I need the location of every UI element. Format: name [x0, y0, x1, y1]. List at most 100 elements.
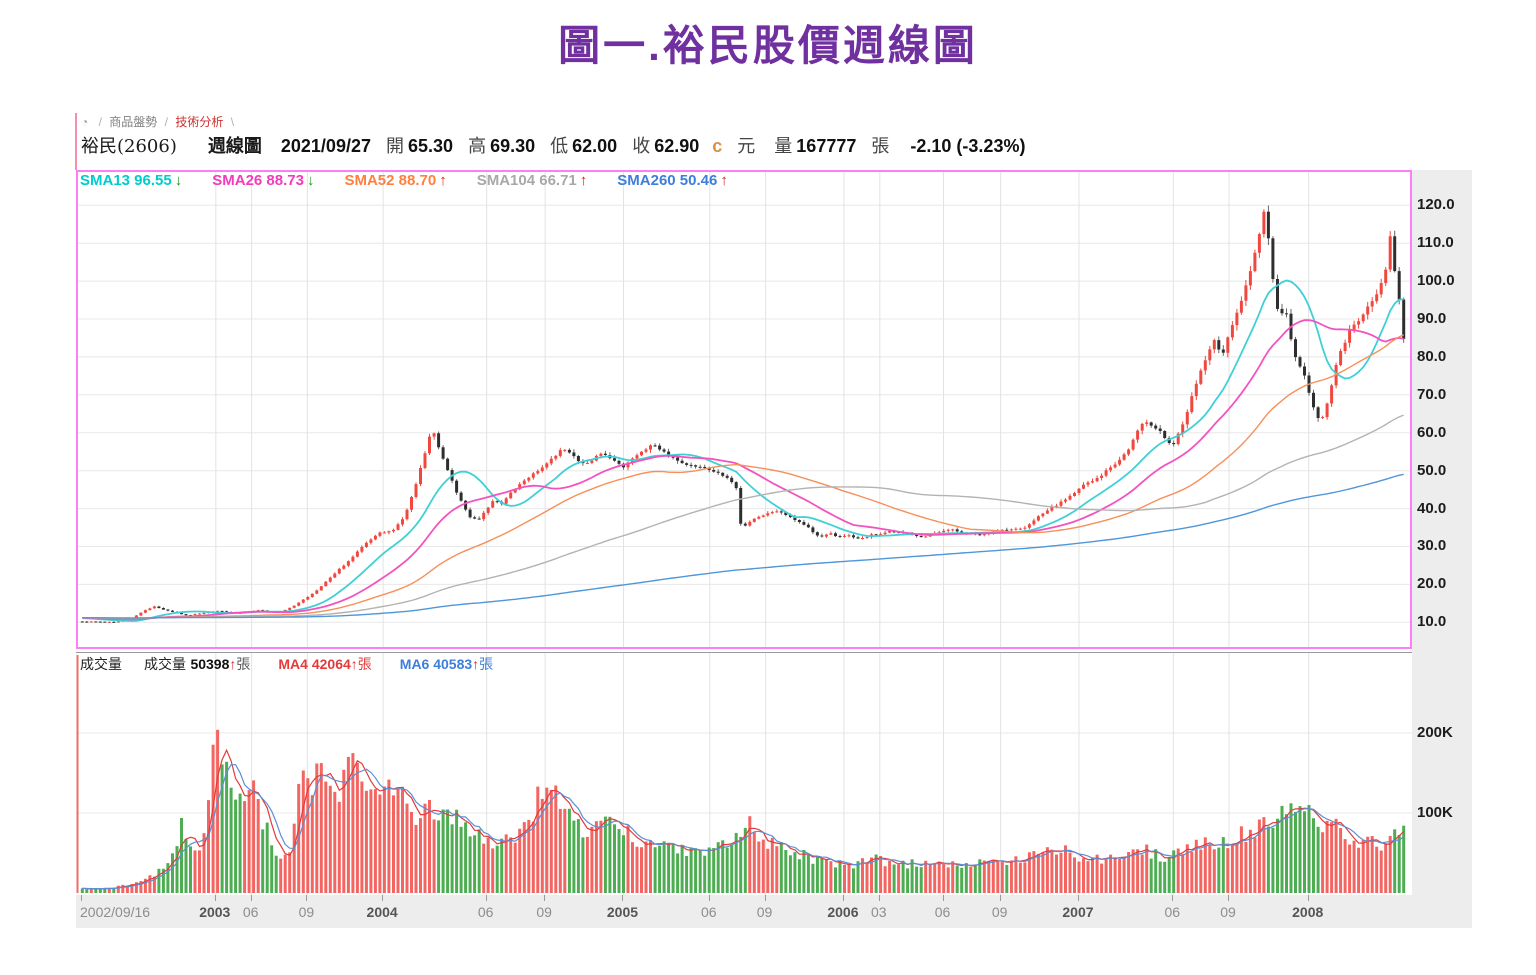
price-axis-label: 40.0 — [1417, 499, 1447, 517]
price-axis: 120.0 110.0 100.0 90.0 80.0 70.0 60.0 50.0 40.0 3… — [1412, 170, 1472, 928]
breadcrumb-icon: ◔ — [81, 115, 89, 129]
time-axis-label: 06 — [1164, 904, 1181, 920]
time-axis-tick — [214, 895, 216, 901]
volume-label: 量 — [774, 136, 793, 157]
time-axis-tick — [485, 895, 487, 901]
time-axis-label: 09 — [536, 904, 552, 920]
breadcrumb-separator: \ — [230, 115, 235, 129]
currency-unit: 元 — [737, 136, 756, 157]
high-value: 69.30 — [490, 136, 536, 156]
volume-chart — [76, 653, 1412, 895]
price-axis-label: 100.0 — [1417, 272, 1455, 290]
breadcrumb-separator: / — [98, 115, 102, 129]
time-axis-label: 2006 — [827, 904, 859, 920]
chart-period[interactable]: 週線圖 — [207, 136, 262, 157]
price-axis-label: 90.0 — [1417, 310, 1447, 328]
time-axis-label: 09 — [756, 904, 773, 920]
tab-technical-analysis[interactable]: 技術分析 — [175, 115, 224, 129]
window-left-border — [75, 113, 77, 170]
volume-legend-item: 成交量 50398↑張 — [144, 656, 251, 673]
time-axis-label: 09 — [991, 904, 1008, 920]
up-arrow-icon: ↑ — [439, 172, 447, 189]
time-axis-tick — [1077, 895, 1079, 901]
quote-date: 2021/09/27 — [280, 136, 371, 156]
time-axis-label: 06 — [242, 904, 259, 920]
time-axis-tick — [80, 895, 82, 901]
time-axis-tick — [306, 895, 308, 901]
price-axis-label: 30.0 — [1417, 537, 1447, 555]
close-label: 收 — [632, 136, 651, 157]
price-axis-label: 110.0 — [1417, 234, 1454, 252]
open-label: 開 — [386, 136, 404, 157]
time-axis-tick — [708, 895, 710, 901]
sma-legend-item: SMA260 50.46 ↑ — [617, 172, 728, 189]
price-axis-label: 60.0 — [1417, 423, 1447, 441]
breadcrumb: ◔ / 商品盤勢 / 技術分析 \ — [81, 114, 238, 130]
time-axis-tick — [544, 895, 546, 901]
time-axis-tick — [1307, 895, 1309, 901]
price-axis-label: 80.0 — [1417, 347, 1447, 365]
stock-symbol: 裕民(2606) — [81, 136, 177, 157]
chart-window: ◔ / 商品盤勢 / 技術分析 \ 裕民(2606) 週線圖 2021/09/2… — [75, 113, 1472, 930]
price-axis-label: 10.0 — [1417, 613, 1447, 631]
sma-legend-item: SMA104 66.71 ↑ — [476, 172, 588, 189]
time-axis-tick — [1228, 895, 1230, 901]
time-axis: 2002/09/16 2003 06 09 2004 06 09 2005 06 09 2006 03… — [76, 895, 1412, 928]
time-axis-label: 03 — [870, 904, 887, 920]
sma-legend-item: SMA13 96.55 ↓ — [80, 172, 183, 189]
time-axis-label: 09 — [1220, 904, 1236, 920]
volume-pane[interactable] — [76, 652, 1412, 895]
time-axis-tick — [382, 895, 384, 901]
time-axis-label: 2003 — [199, 904, 231, 920]
time-axis-label: 06 — [934, 904, 951, 920]
time-axis-tick — [999, 895, 1001, 901]
volume-legend: 成交量 成交量 50398↑張 MA4 42064↑張 MA6 40583↑張 — [80, 654, 521, 674]
time-axis-label: 2002/09/16 — [80, 904, 151, 920]
volume-legend-item: MA6 40583↑張 — [399, 656, 494, 673]
cash-flag: c — [712, 136, 723, 156]
volume-axis-label: 200K — [1417, 724, 1453, 741]
high-label: 高 — [468, 136, 487, 157]
time-axis-label: 09 — [298, 904, 315, 920]
up-arrow-icon: ↑ — [350, 656, 358, 672]
time-axis-tick — [842, 895, 844, 901]
sma-legend-item: SMA26 88.73 ↓ — [212, 172, 315, 189]
volume-pane-title: 成交量 — [80, 657, 122, 673]
time-axis-label: 2005 — [606, 904, 639, 920]
sma-legend-item: SMA52 88.70 ↑ — [344, 172, 447, 189]
down-arrow-icon: ↓ — [174, 172, 183, 189]
price-axis-label: 70.0 — [1417, 385, 1447, 403]
price-change: -2.10 (-3.23%) — [910, 136, 1026, 156]
up-arrow-icon: ↑ — [720, 172, 728, 189]
close-value: 62.90 — [654, 136, 700, 156]
low-value: 62.00 — [572, 136, 618, 156]
time-axis-label: 2004 — [366, 904, 398, 920]
price-pane[interactable] — [76, 170, 1412, 649]
price-axis-label: 120.0 — [1417, 196, 1455, 214]
time-axis-tick — [764, 895, 766, 901]
price-axis-label: 20.0 — [1417, 575, 1447, 593]
time-axis-label: 2008 — [1292, 904, 1324, 920]
volume-axis-label: 100K — [1417, 804, 1453, 821]
time-axis-label: 06 — [701, 904, 717, 920]
time-axis-tick — [622, 895, 624, 901]
low-label: 低 — [550, 136, 569, 157]
sma-legend: SMA13 96.55 ↓ SMA26 88.73 ↓ SMA52 88.70 ↑ SMA1… — [80, 172, 758, 194]
volume-value: 167777 — [796, 136, 857, 156]
time-axis-tick — [878, 895, 880, 901]
time-axis-tick — [250, 895, 252, 901]
up-arrow-icon: ↑ — [579, 172, 588, 189]
up-arrow-icon: ↑ — [472, 656, 480, 672]
open-value: 65.30 — [408, 136, 454, 156]
price-axis-label: 50.0 — [1417, 461, 1447, 479]
time-axis-label: 06 — [477, 904, 494, 920]
breadcrumb-separator: / — [164, 115, 168, 129]
tab-market-view[interactable]: 商品盤勢 — [109, 115, 158, 129]
volume-legend-item: MA4 42064↑張 — [278, 656, 372, 673]
price-chart — [78, 172, 1410, 647]
volume-unit: 張 — [871, 136, 890, 157]
figure-title: 圖一.裕民股價週線圖 — [558, 22, 978, 69]
time-axis-tick — [1172, 895, 1174, 901]
